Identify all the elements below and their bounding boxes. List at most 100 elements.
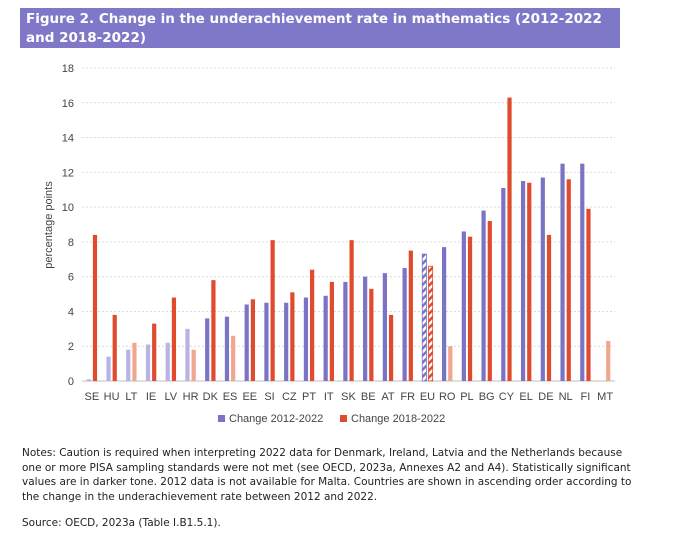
x-tick-label: NL [559,391,573,403]
y-axis-ticks: 0 2 4 6 8 10 12 14 16 18 [62,63,74,388]
bar-de-2012-2022 [540,177,545,381]
bar-hu-2018-2022 [112,314,117,381]
x-tick-label: HR [183,391,199,403]
bar-de-2018-2022 [546,234,552,381]
x-tick-label: PL [460,391,473,403]
bar-fi-2018-2022 [586,208,591,381]
bar-it-2012-2022 [323,295,328,381]
bar-at-2018-2022 [388,314,394,381]
bar-el-2012-2022 [520,181,526,381]
bar-se-2018-2022 [92,234,98,381]
y-tick-label: 12 [62,167,74,179]
bar-hr-2018-2022 [191,349,196,381]
x-tick-label: HU [104,391,120,403]
bar-lt-2018-2022 [132,342,137,381]
bar-cz-2018-2022 [290,292,295,381]
bar-sk-2018-2022 [349,240,354,381]
bar-si-2012-2022 [264,302,269,381]
bars [86,97,611,382]
bar-ie-2012-2022 [145,344,151,381]
chart-area: 0 2 4 6 8 10 12 14 16 18 SE HU LT IE LV HR DK ES EE SI CZ PT… [0,48,696,443]
bar-nl-2018-2022 [566,179,571,381]
bar-cy-2018-2022 [507,97,512,382]
legend-swatch [218,415,225,422]
bar-hr-2012-2022 [185,328,190,381]
legend-label: Change 2018-2022 [351,413,445,425]
y-tick-label: 18 [62,63,74,75]
x-tick-label: RO [439,391,456,403]
x-tick-label: PT [302,391,316,403]
bar-pt-2018-2022 [310,269,315,381]
bar-it-2018-2022 [329,281,334,381]
bar-bg-2018-2022 [487,221,492,381]
bar-ee-2012-2022 [244,304,249,381]
bar-pl-2012-2022 [461,231,466,381]
bar-eu-2012-2022 [421,253,427,382]
bar-hu-2012-2022 [106,356,111,381]
x-tick-label: BE [361,391,376,403]
x-tick-label: LV [165,391,178,403]
bar-pt-2012-2022 [303,297,309,381]
legend: Change 2012-2022 Change 2018-2022 [218,413,445,425]
x-tick-label: EE [242,391,257,403]
x-tick-label: FI [580,391,590,403]
x-tick-label: IT [324,391,334,403]
bar-fr-2018-2022 [408,250,413,381]
bar-nl-2012-2022 [560,163,565,381]
bar-pl-2018-2022 [467,236,473,381]
y-tick-label: 0 [68,376,74,388]
bar-cz-2012-2022 [284,302,289,381]
y-tick-label: 14 [62,133,74,145]
chart-notes: Notes: Caution is required when interpre… [22,447,632,503]
y-axis-label: percentage points [43,181,55,269]
bar-ie-2018-2022 [152,323,157,381]
x-tick-label: BG [479,391,495,403]
legend-swatch [340,415,347,422]
bar-ro-2018-2022 [448,346,453,381]
x-tick-label: DK [203,391,219,403]
bar-es-2012-2022 [224,316,230,381]
x-tick-label: SI [264,391,274,403]
y-tick-label: 8 [68,237,74,249]
bar-lv-2018-2022 [171,297,177,381]
bar-lv-2012-2022 [165,342,170,381]
x-tick-label: CY [499,391,515,403]
bar-fr-2012-2022 [402,267,407,381]
y-tick-label: 6 [68,272,74,284]
x-tick-label: CZ [282,391,297,403]
bar-chart: 0 2 4 6 8 10 12 14 16 18 SE HU LT IE LV HR DK ES EE SI CZ PT… [43,63,615,425]
x-tick-label: SK [341,391,356,403]
bar-fi-2012-2022 [580,163,585,381]
bar-es-2018-2022 [231,335,236,381]
figure-title: Figure 2. Change in the underachievement… [20,8,620,48]
bar-si-2018-2022 [270,240,275,381]
x-tick-label: SE [85,391,100,403]
bar-se-2012-2022 [86,379,91,381]
x-tick-label: EL [519,391,532,403]
x-tick-label: MT [597,391,613,403]
x-tick-label: EU [420,391,435,403]
bar-mt-2018-2022 [606,341,611,381]
x-tick-label: LT [125,391,137,403]
bar-ee-2018-2022 [250,299,255,381]
bar-at-2012-2022 [382,273,387,381]
x-tick-label: AT [381,391,395,403]
bar-el-2018-2022 [527,182,532,381]
chart-source: Source: OECD, 2023a (Table I.B1.5.1). [22,517,221,529]
y-tick-label: 2 [68,341,74,353]
y-tick-label: 10 [62,202,74,214]
y-tick-label: 16 [62,98,74,110]
legend-label: Change 2012-2022 [229,413,323,425]
x-tick-label: DE [538,391,553,403]
bar-dk-2012-2022 [205,318,210,381]
bar-be-2012-2022 [363,276,368,381]
bar-sk-2012-2022 [343,281,348,381]
bar-ro-2012-2022 [442,247,447,381]
bar-be-2018-2022 [369,288,374,381]
x-axis-ticks: SE HU LT IE LV HR DK ES EE SI CZ PT IT SK BE AT FR EU RO PL… [85,391,614,403]
x-tick-label: IE [146,391,156,403]
bar-cy-2012-2022 [501,187,506,381]
x-tick-label: FR [400,391,415,403]
gridlines [82,67,615,382]
bar-dk-2018-2022 [211,280,216,381]
